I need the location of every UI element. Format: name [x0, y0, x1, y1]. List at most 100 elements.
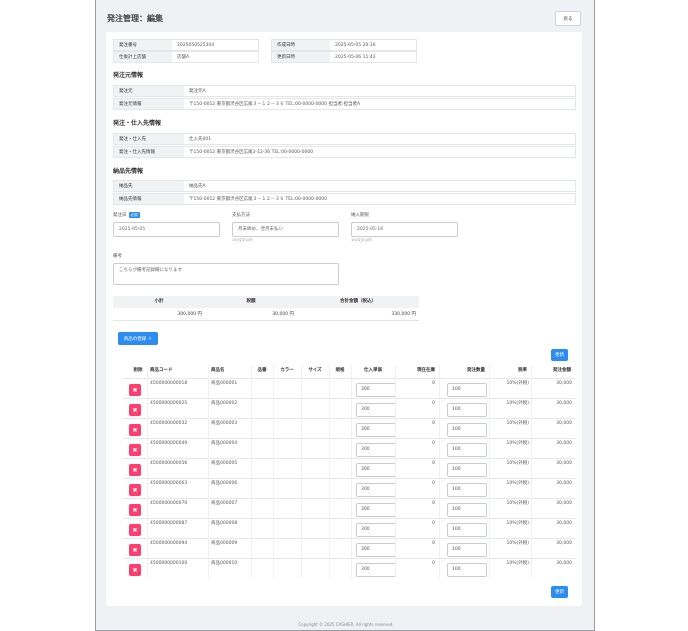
- delivery-name-value: 納品先A: [189, 184, 206, 189]
- updated-label: 更新日時: [272, 52, 330, 62]
- delete-icon[interactable]: ✖: [129, 384, 141, 396]
- update-button-bottom[interactable]: 更新: [551, 586, 568, 598]
- order-amount: 30,000: [556, 381, 572, 386]
- column-header: 仕入単価: [364, 368, 382, 373]
- delete-icon[interactable]: ✖: [129, 464, 141, 476]
- add-product-button[interactable]: 商品の登録 ＋: [118, 332, 158, 345]
- column-divider: [351, 365, 352, 578]
- unit-price-input[interactable]: 300: [356, 503, 396, 517]
- delete-icon[interactable]: ✖: [129, 484, 141, 496]
- delete-icon[interactable]: ✖: [129, 504, 141, 516]
- store-row: 仕後計上店舗 店舗A: [113, 51, 259, 63]
- tax-rate: 10%(外税): [506, 441, 529, 446]
- delivery-section-title: 納品先情報: [113, 168, 144, 175]
- sender-section-title: 発注元情報: [113, 72, 144, 79]
- order-qty-input[interactable]: 100: [447, 403, 487, 417]
- unit-price-input[interactable]: 300: [356, 483, 396, 497]
- table-row: ✖ 4500000000049 商品000004 300 0 100 10%(外税) 30,0…: [123, 438, 575, 458]
- unit-price-input[interactable]: 300: [356, 543, 396, 557]
- order-qty-input[interactable]: 100: [447, 463, 487, 477]
- order-amount: 30,000: [556, 561, 572, 566]
- unit-price-input[interactable]: 300: [356, 563, 396, 577]
- supplier-section-title: 発注・仕入先情報: [113, 120, 162, 127]
- tax-header: 税額: [205, 296, 297, 308]
- column-header: 品番: [257, 368, 267, 373]
- unit-price-input[interactable]: 300: [356, 523, 396, 537]
- order-amount: 30,000: [556, 521, 572, 526]
- current-stock: 0: [432, 461, 435, 466]
- supplier-info-row: 発注・仕入先情報 〒150-0012 東京都渋谷区広尾3-12-36 TEL:0…: [113, 146, 576, 158]
- order-qty-input[interactable]: 100: [447, 563, 487, 577]
- product-name: 商品000009: [211, 541, 238, 546]
- column-divider: [489, 365, 490, 578]
- order-amount: 30,000: [556, 541, 572, 546]
- created-row: 作成日時 2025-05-05 20:16: [271, 39, 417, 51]
- column-header: 規格: [335, 368, 345, 373]
- order-qty-input[interactable]: 100: [447, 543, 487, 557]
- product-name: 商品000005: [211, 461, 238, 466]
- supplier-name-value: 仕入先001: [189, 137, 212, 142]
- order-qty-input[interactable]: 100: [447, 483, 487, 497]
- product-code: 4500000000087: [150, 521, 188, 526]
- back-button[interactable]: 戻る: [555, 11, 581, 26]
- delivery-info-label: 納品先情報: [114, 194, 184, 204]
- order-qty-input[interactable]: 100: [447, 523, 487, 537]
- product-name: 商品000008: [211, 521, 238, 526]
- product-code: 4500000000032: [150, 421, 188, 426]
- current-stock: 0: [432, 421, 435, 426]
- column-header: 発注金額: [553, 368, 571, 373]
- delivery-info-row: 納品先情報 〒150-0012 東京都渋谷区広尾３－１２－３６ TEL:00-0…: [113, 193, 576, 205]
- update-button-top[interactable]: 更新: [551, 349, 568, 361]
- sender-name-label: 発注元: [114, 86, 184, 96]
- order-date-label: 発注日 必須: [113, 212, 140, 218]
- note-textarea[interactable]: こちらが備考記録欄になります: [113, 263, 339, 285]
- delete-icon[interactable]: ✖: [129, 404, 141, 416]
- column-divider: [251, 365, 252, 578]
- delete-icon[interactable]: ✖: [129, 544, 141, 556]
- column-header: 現在在庫: [417, 368, 435, 373]
- delete-icon[interactable]: ✖: [129, 424, 141, 436]
- note-label: 備考: [113, 254, 122, 259]
- sender-name-value: 発注元A: [189, 89, 206, 94]
- column-header: 商品名: [211, 368, 225, 373]
- supplier-info-label: 発注・仕入先情報: [114, 147, 184, 157]
- supplier-info-value: 〒150-0012 東京都渋谷区広尾3-12-36 TEL:00-0000-00…: [189, 150, 314, 155]
- product-name: 商品000002: [211, 401, 238, 406]
- product-name: 商品000010: [211, 561, 238, 566]
- order-qty-input[interactable]: 100: [447, 383, 487, 397]
- product-name: 商品000004: [211, 441, 238, 446]
- total-header: 合計金額（税込）: [297, 296, 419, 308]
- subtotal-header: 小計: [113, 296, 205, 308]
- table-row: ✖ 4500000000070 商品000007 300 0 100 10%(外税) 30,0…: [123, 498, 575, 518]
- created-value: 2025-05-05 20:16: [335, 43, 376, 48]
- unit-price-input[interactable]: 300: [356, 463, 396, 477]
- tax-rate: 10%(外税): [506, 461, 529, 466]
- product-code: 4500000000094: [150, 541, 188, 546]
- delete-icon[interactable]: ✖: [129, 564, 141, 576]
- tax-rate: 10%(外税): [506, 421, 529, 426]
- unit-price-input[interactable]: 300: [356, 423, 396, 437]
- column-divider: [531, 365, 532, 578]
- delivery-name-row: 納品先 納品先A: [113, 180, 576, 192]
- delete-icon[interactable]: ✖: [129, 444, 141, 456]
- current-stock: 0: [432, 501, 435, 506]
- supplier-name-row: 発注・仕入先 仕入先001: [113, 133, 576, 145]
- delete-icon[interactable]: ✖: [129, 524, 141, 536]
- column-header: 商品コード: [150, 368, 173, 373]
- order-date-input[interactable]: 2025-05-05: [113, 222, 220, 237]
- order-qty-input[interactable]: 100: [447, 443, 487, 457]
- sender-name-row: 発注元 発注元A: [113, 85, 576, 97]
- sender-info-label: 発注元情報: [114, 99, 184, 109]
- order-amount: 30,000: [556, 421, 572, 426]
- unit-price-input[interactable]: 300: [356, 403, 396, 417]
- product-code: 4500000000100: [150, 561, 188, 566]
- payment-input[interactable]: 月末締め、翌月末払い: [232, 222, 339, 237]
- column-divider: [395, 365, 396, 578]
- created-label: 作成日時: [272, 40, 330, 50]
- due-date-input[interactable]: 2025-05-16: [351, 222, 458, 237]
- order-qty-input[interactable]: 100: [447, 423, 487, 437]
- order-qty-input[interactable]: 100: [447, 503, 487, 517]
- unit-price-input[interactable]: 300: [356, 443, 396, 457]
- unit-price-input[interactable]: 300: [356, 383, 396, 397]
- updated-row: 更新日時 2025-05-06 11:42: [271, 51, 417, 63]
